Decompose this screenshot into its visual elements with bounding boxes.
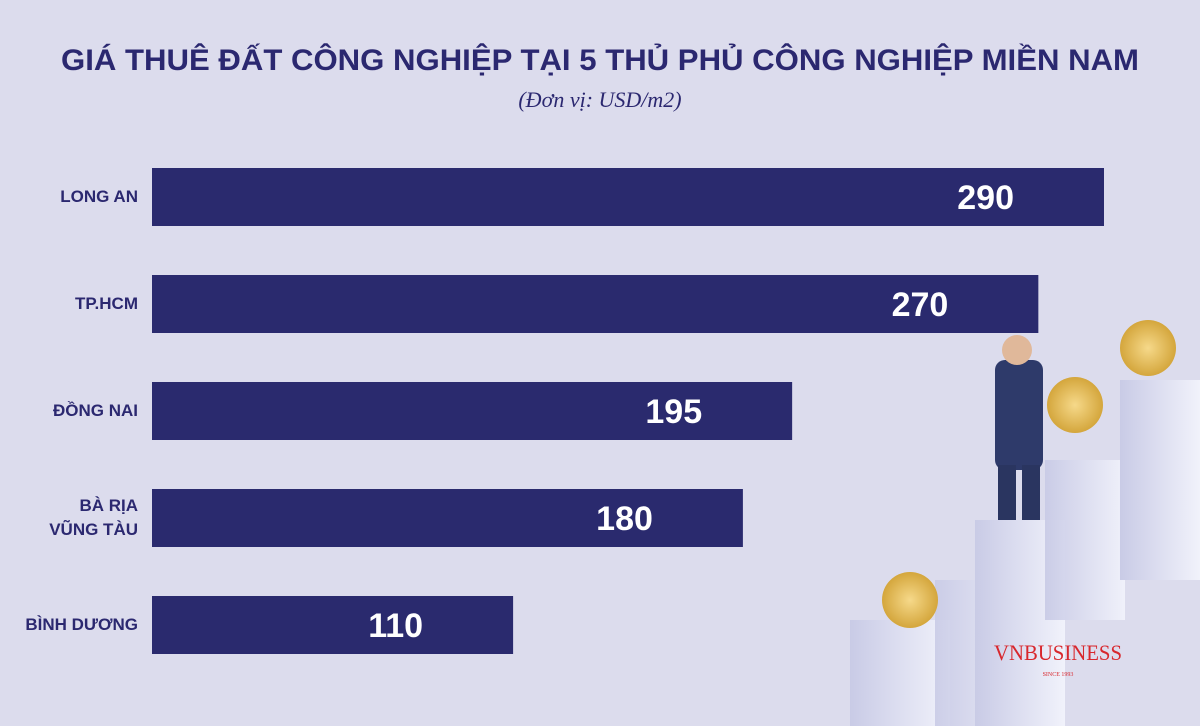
decoration xyxy=(850,320,1200,726)
value-label: 195 xyxy=(645,393,702,431)
category-label: LONG AN xyxy=(60,187,138,206)
value-label: 110 xyxy=(368,607,423,645)
category-label: ĐỒNG NAI xyxy=(53,401,138,420)
category-label: BÌNH DƯƠNG xyxy=(25,615,138,634)
value-label: 270 xyxy=(892,286,949,324)
bar xyxy=(152,275,1039,333)
bar xyxy=(152,168,1104,226)
brand-name: VNBUSINESS xyxy=(994,640,1122,665)
bar xyxy=(152,382,793,440)
value-label: 180 xyxy=(596,500,653,538)
bar xyxy=(152,596,514,654)
brand-tagline: SINCE 1993 xyxy=(1043,672,1074,678)
value-label: 290 xyxy=(957,179,1014,217)
chart-subtitle: (Đơn vị: USD/m2) xyxy=(518,87,681,112)
bar xyxy=(152,489,743,547)
category-label: TP.HCM xyxy=(75,294,138,313)
category-label: BÀ RỊA VŨNG TÀU xyxy=(49,496,138,539)
chart-title: GIÁ THUÊ ĐẤT CÔNG NGHIỆP TẠI 5 THỦ PHỦ C… xyxy=(61,43,1139,77)
